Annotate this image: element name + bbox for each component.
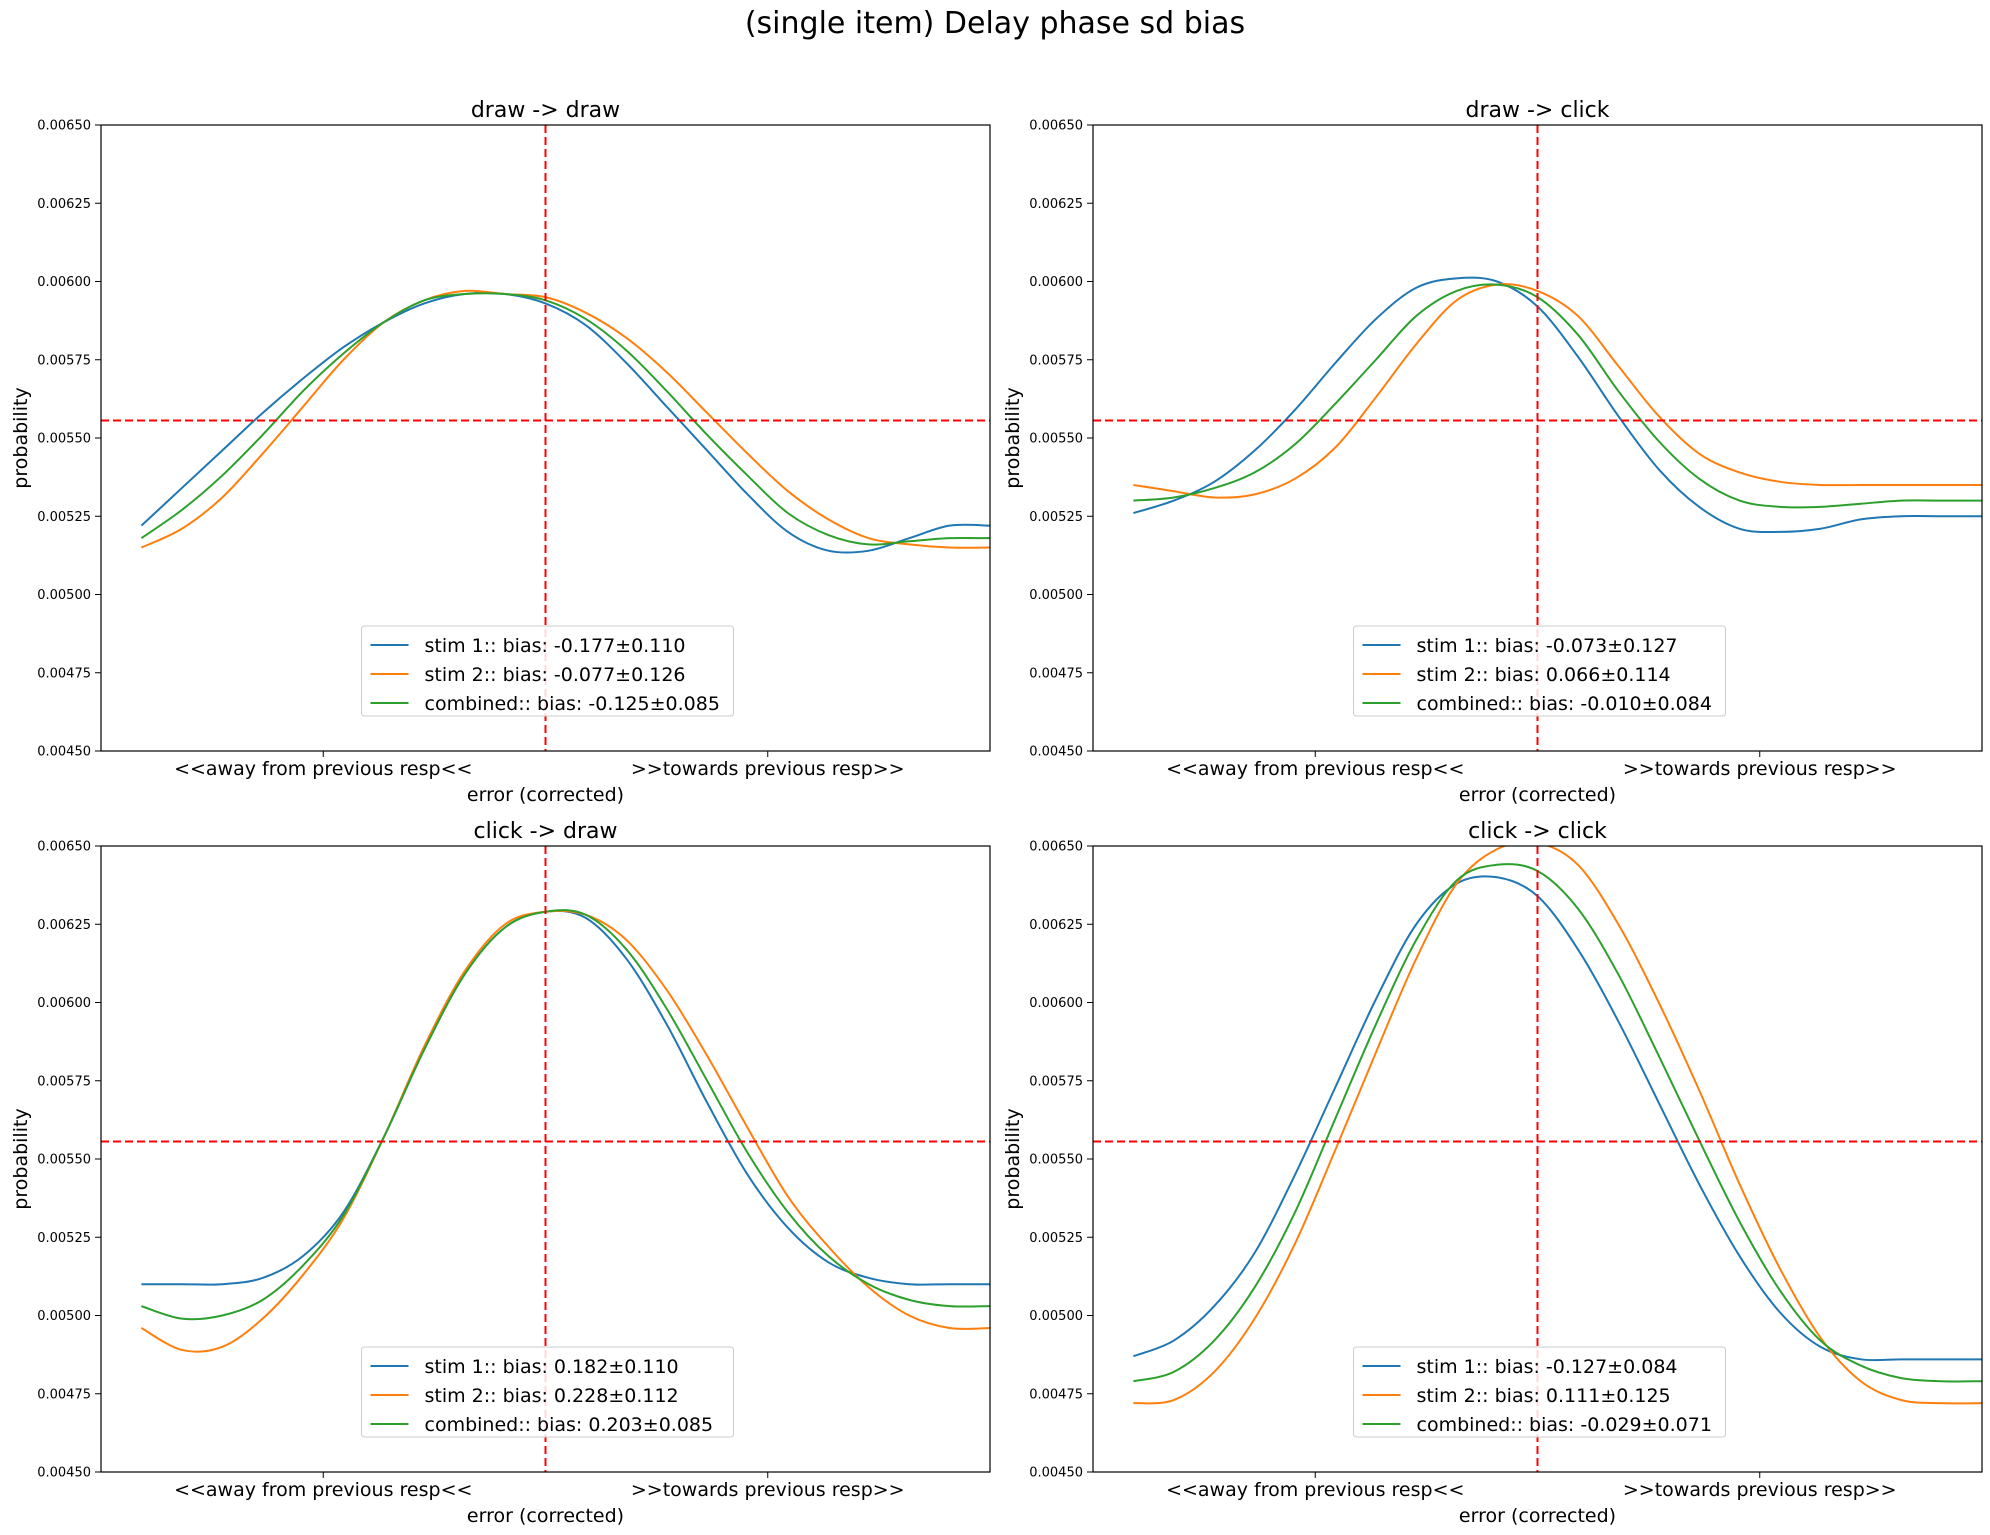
y-tick-label: 0.00525: [1029, 1231, 1083, 1246]
y-tick-label: 0.00500: [1029, 588, 1083, 603]
y-tick-label: 0.00475: [37, 1387, 91, 1402]
series-line-3: [141, 909, 990, 1321]
y-axis-label: probability: [10, 387, 32, 488]
subplot-3: click -> draw 0.00450 0.00475 0.00500 0.0052…: [10, 819, 991, 1527]
y-tick-label: 0.00525: [37, 1231, 91, 1246]
y-tick-label: 0.00600: [1029, 996, 1083, 1011]
axes-frame: [100, 124, 991, 752]
x-tick-label: <<away from previous resp<<: [174, 758, 472, 780]
y-tick-label: 0.00525: [1029, 510, 1083, 525]
series-line-3: [1133, 283, 1982, 509]
axes-frame: [100, 845, 991, 1473]
x-axis-label: error (corrected): [467, 1505, 624, 1527]
y-tick-label: 0.00625: [1029, 918, 1083, 933]
y-tick-label: 0.00600: [37, 996, 91, 1011]
legend-frame: [1353, 625, 1726, 717]
y-tick-label: 0.00650: [37, 119, 91, 134]
legend-label-3: combined:: bias: -0.010±0.084: [1417, 693, 1712, 715]
y-tick-label: 0.00600: [1029, 275, 1083, 290]
y-axis-label: probability: [1002, 1108, 1024, 1209]
y-tick-label: 0.00500: [37, 1309, 91, 1324]
y-tick-label: 0.00450: [1029, 745, 1083, 760]
y-tick-label: 0.00475: [37, 666, 91, 681]
subplot-4: click -> click 0.00450 0.00475 0.00500 0.005…: [1002, 819, 1983, 1527]
y-tick-label: 0.00650: [1029, 840, 1083, 855]
legend-label-2: stim 2:: bias: 0.066±0.114: [1417, 664, 1671, 686]
legend-label-3: combined:: bias: -0.125±0.085: [425, 693, 720, 715]
y-tick-label: 0.00550: [37, 1153, 91, 1168]
y-tick-label: 0.00475: [1029, 1387, 1083, 1402]
y-tick-label: 0.00500: [37, 588, 91, 603]
y-tick-label: 0.00625: [1029, 197, 1083, 212]
axes-frame: [1092, 845, 1983, 1473]
y-tick-label: 0.00575: [1029, 1074, 1083, 1089]
legend-label-1: stim 1:: bias: 0.182±0.110: [425, 1356, 679, 1378]
series-line-2: [140, 289, 990, 549]
y-tick-label: 0.00475: [1029, 666, 1083, 681]
y-tick-label: 0.00625: [37, 918, 91, 933]
legend-frame: [361, 1346, 734, 1438]
subplot-title: draw -> draw: [471, 98, 620, 123]
y-tick-label: 0.00625: [37, 197, 91, 212]
series-line-1: [140, 291, 990, 554]
y-tick-label: 0.00550: [37, 432, 91, 447]
legend-label-1: stim 1:: bias: -0.177±0.110: [425, 635, 686, 657]
legend-label-1: stim 1:: bias: -0.127±0.084: [1417, 1356, 1678, 1378]
y-tick-label: 0.00450: [37, 745, 91, 760]
figure-title: (single item) Delay phase sd bias: [745, 6, 1245, 41]
x-tick-label: >>towards previous resp>>: [1623, 1479, 1897, 1501]
y-tick-label: 0.00650: [1029, 119, 1083, 134]
series-line-1: [1133, 875, 1982, 1362]
x-axis-label: error (corrected): [467, 784, 624, 806]
y-tick-label: 0.00650: [37, 840, 91, 855]
series-line-1: [1133, 276, 1982, 534]
legend-label-2: stim 2:: bias: 0.228±0.112: [425, 1385, 679, 1407]
legend-frame: [361, 625, 734, 717]
x-tick-label: >>towards previous resp>>: [631, 1479, 905, 1501]
axes-frame: [1092, 124, 1983, 752]
y-tick-label: 0.00500: [1029, 1309, 1083, 1324]
y-tick-label: 0.00450: [37, 1466, 91, 1481]
legend-label-2: stim 2:: bias: -0.077±0.126: [425, 664, 686, 686]
y-tick-label: 0.00450: [1029, 1466, 1083, 1481]
x-tick-label: <<away from previous resp<<: [174, 1479, 472, 1501]
series-group: [1133, 276, 1982, 534]
series-group: [140, 909, 990, 1353]
series-line-3: [140, 292, 990, 546]
y-tick-label: 0.00525: [37, 510, 91, 525]
x-tick-label: >>towards previous resp>>: [631, 758, 905, 780]
legend-label-1: stim 1:: bias: -0.073±0.127: [1417, 635, 1678, 657]
subplot-1: draw -> draw 0.00450 0.00475 0.00500 0.00525…: [10, 98, 991, 806]
x-axis-label: error (corrected): [1459, 784, 1616, 806]
series-line-2: [1133, 283, 1982, 499]
y-tick-label: 0.00575: [1029, 353, 1083, 368]
subplot-2: draw -> click 0.00450 0.00475 0.00500 0.0052…: [1002, 98, 1983, 806]
y-tick-label: 0.00575: [37, 353, 91, 368]
legend-label-2: stim 2:: bias: 0.111±0.125: [1417, 1385, 1671, 1407]
x-axis-label: error (corrected): [1459, 1505, 1616, 1527]
y-tick-label: 0.00600: [37, 275, 91, 290]
x-tick-label: >>towards previous resp>>: [1623, 758, 1897, 780]
series-line-3: [1133, 863, 1982, 1383]
y-axis-label: probability: [10, 1108, 32, 1209]
y-tick-label: 0.00550: [1029, 1153, 1083, 1168]
y-tick-label: 0.00550: [1029, 432, 1083, 447]
subplot-title: click -> draw: [474, 819, 618, 844]
subplot-title: draw -> click: [1466, 98, 1610, 123]
legend-label-3: combined:: bias: -0.029±0.071: [1417, 1414, 1712, 1436]
y-tick-label: 0.00575: [37, 1074, 91, 1089]
subplot-title: click -> click: [1468, 819, 1607, 844]
series-group: [140, 289, 990, 554]
x-tick-label: <<away from previous resp<<: [1166, 1479, 1464, 1501]
x-tick-label: <<away from previous resp<<: [1166, 758, 1464, 780]
legend-frame: [1353, 1346, 1726, 1438]
y-axis-label: probability: [1002, 387, 1024, 488]
legend-label-3: combined:: bias: 0.203±0.085: [425, 1414, 714, 1436]
